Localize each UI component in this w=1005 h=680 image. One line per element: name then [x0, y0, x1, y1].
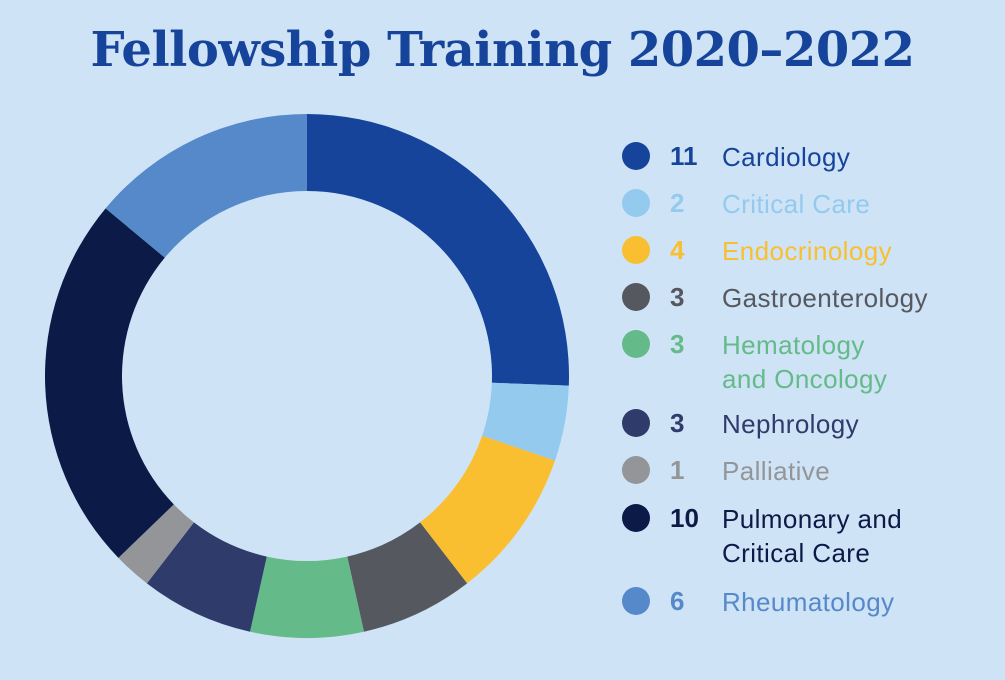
slice-pulmonary-and-critical-care: [45, 208, 174, 558]
slice-rheumatology: [105, 114, 308, 258]
legend-dot: [622, 330, 650, 358]
slice-nephrology: [146, 522, 267, 632]
legend-count: 3: [670, 408, 685, 438]
legend-dot: [622, 504, 650, 532]
donut-chart: [45, 114, 569, 638]
legend-dot: [622, 142, 650, 170]
legend-label: Critical Care: [722, 189, 871, 219]
legend-item-critical-care: 2 Critical Care: [622, 185, 992, 219]
slice-hematology-and-oncology: [250, 556, 364, 638]
legend-label: Hematology and Oncology: [722, 330, 888, 394]
legend-count: 3: [670, 329, 685, 359]
chart-title: Fellowship Training 2020–2022: [90, 22, 915, 78]
legend-item-gastroenterology: 3 Gastroenterology: [622, 279, 992, 313]
legend-label: Gastroenterology: [722, 283, 928, 313]
legend-label: Rheumatology: [722, 587, 895, 617]
legend-label: Cardiology: [722, 142, 851, 172]
legend-count: 3: [670, 282, 685, 312]
legend-label: Nephrology: [722, 409, 859, 439]
legend-count: 1: [670, 455, 685, 485]
legend-label: Endocrinology: [722, 236, 892, 266]
legend-item-palliative: 1 Palliative: [622, 452, 992, 486]
legend-count: 4: [670, 235, 685, 265]
slice-critical-care: [482, 382, 569, 461]
legend-dot: [622, 587, 650, 615]
legend-item-rheumatology: 6 Rheumatology: [622, 583, 992, 617]
legend-item-pulmonary-and-critical-care: 10 Pulmonary and Critical Care: [622, 500, 992, 568]
legend-dot: [622, 456, 650, 484]
legend-dot: [622, 409, 650, 437]
slice-palliative: [118, 504, 194, 584]
legend-item-endocrinology: 4 Endocrinology: [622, 232, 992, 266]
donut-slices: [45, 114, 569, 638]
legend-count: 2: [670, 188, 685, 218]
legend-count: 11: [670, 141, 698, 171]
legend-item-nephrology: 3 Nephrology: [622, 405, 992, 439]
legend-label: Pulmonary and Critical Care: [722, 504, 903, 568]
legend-dot: [622, 283, 650, 311]
slice-gastroenterology: [347, 522, 468, 632]
legend-item-cardiology: 11 Cardiology: [622, 138, 992, 172]
legend-item-hematology-and-oncology: 3 Hematology and Oncology: [622, 326, 992, 394]
slice-cardiology: [307, 114, 569, 386]
legend-label: Palliative: [722, 456, 831, 486]
slice-endocrinology: [420, 435, 555, 584]
legend-count: 6: [670, 586, 685, 616]
legend-count: 10: [670, 503, 699, 533]
legend-dot: [622, 189, 650, 217]
legend-dot: [622, 236, 650, 264]
